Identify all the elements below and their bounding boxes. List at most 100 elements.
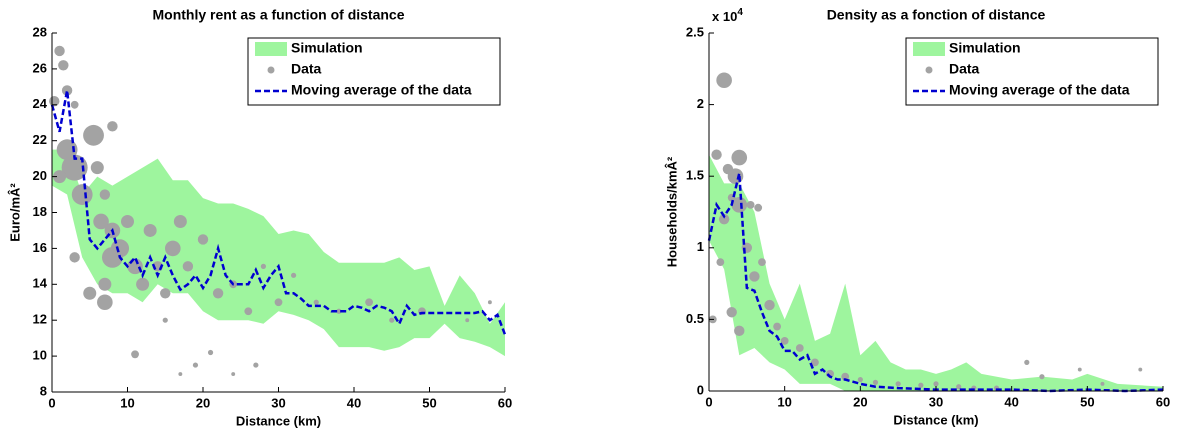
data-point — [1100, 381, 1105, 386]
x-tick-label: 40 — [1004, 394, 1018, 409]
y-tick-label: 8 — [40, 383, 47, 398]
data-point — [260, 263, 266, 269]
data-point — [841, 372, 850, 381]
y-tick-label: 28 — [33, 24, 47, 39]
data-point — [83, 124, 104, 146]
data-point — [131, 350, 139, 359]
x-tick-label: 60 — [498, 395, 512, 410]
data-point — [162, 317, 168, 323]
data-point — [69, 252, 80, 263]
y-axis-label: Euro/mÂ² — [7, 183, 22, 242]
data-point — [857, 376, 863, 383]
data-point — [207, 349, 214, 356]
legend-label: Simulation — [291, 40, 363, 56]
data-point — [1138, 367, 1143, 372]
data-point — [143, 223, 157, 237]
y-tick-label: 0 — [697, 382, 704, 397]
legend-key — [267, 66, 275, 74]
data-point — [136, 277, 150, 291]
data-point — [313, 299, 319, 305]
data-point — [231, 372, 236, 376]
data-point — [933, 381, 939, 387]
legend-label: Data — [949, 61, 980, 77]
data-point — [244, 307, 253, 316]
data-point — [389, 317, 395, 323]
data-point — [336, 308, 342, 314]
exponent-base: x 10 — [712, 9, 737, 24]
chart-title: Density as a fonction of distance — [827, 7, 1046, 23]
legend-key — [925, 66, 933, 74]
data-point — [70, 100, 79, 109]
data-point — [110, 239, 130, 258]
y-tick-label: 1.5 — [686, 168, 704, 183]
x-axis-label: Distance (km) — [236, 413, 321, 428]
data-point — [956, 384, 962, 390]
y-tick-label: 14 — [33, 276, 48, 291]
legend-box — [905, 37, 1159, 106]
legend-label: Moving average of the data — [291, 82, 472, 98]
data-point — [253, 362, 259, 368]
x-tick-label: 0 — [48, 395, 55, 410]
data-point — [365, 298, 373, 307]
x-tick-label: 30 — [929, 394, 943, 409]
data-point — [197, 234, 209, 245]
data-point — [780, 336, 789, 345]
data-point — [291, 272, 297, 278]
data-point — [734, 325, 745, 337]
data-point — [212, 288, 224, 299]
legend-box — [247, 37, 501, 106]
x-tick-label: 10 — [120, 395, 134, 410]
data-point — [773, 322, 781, 331]
x-tick-label: 0 — [705, 394, 712, 409]
x-tick-label: 60 — [1156, 394, 1170, 409]
data-point — [718, 213, 730, 225]
simulation-band — [709, 154, 1163, 391]
data-point — [764, 299, 775, 311]
data-point — [895, 381, 901, 387]
y-tick-label: 24 — [33, 96, 48, 111]
y-tick-label: 16 — [33, 240, 47, 255]
data-point — [716, 258, 725, 267]
x-axis-label: Distance (km) — [893, 412, 978, 427]
data-point — [754, 203, 763, 212]
data-point — [53, 170, 67, 184]
legend-key — [913, 42, 945, 56]
data-point — [182, 261, 194, 272]
simulation-band — [52, 149, 505, 357]
chart-title: Monthly rent as a function of distance — [152, 7, 404, 23]
data-point — [1024, 359, 1030, 365]
exponent-power: 4 — [737, 7, 743, 18]
data-point — [90, 161, 104, 175]
data-point — [121, 214, 134, 228]
data-point — [811, 358, 819, 367]
data-point — [178, 372, 183, 376]
legend-label: Moving average of the data — [949, 82, 1130, 98]
data-point — [716, 72, 732, 89]
data-point — [465, 318, 470, 323]
x-tick-label: 50 — [422, 395, 436, 410]
data-point — [165, 240, 181, 257]
data-point — [722, 163, 734, 175]
moving-average-line — [707, 173, 1164, 393]
data-point — [61, 154, 88, 181]
data-point — [749, 271, 760, 282]
y-axis-label: Households/kmÂ² — [664, 156, 679, 267]
data-point — [54, 45, 65, 57]
y-tick-label: 2 — [697, 96, 704, 111]
y-exponent: x 104 — [712, 7, 743, 25]
data-point — [731, 197, 748, 213]
data-point — [795, 344, 804, 352]
x-tick-label: 40 — [347, 395, 361, 410]
data-point — [274, 298, 283, 307]
y-tick-label: 10 — [33, 348, 47, 363]
data-point — [98, 277, 112, 291]
data-point — [1077, 367, 1082, 372]
data-point — [160, 288, 171, 299]
data-point — [758, 258, 766, 267]
data-point — [93, 213, 109, 230]
data-point — [711, 149, 722, 160]
data-point — [97, 294, 113, 311]
legend-label: Simulation — [949, 40, 1021, 56]
